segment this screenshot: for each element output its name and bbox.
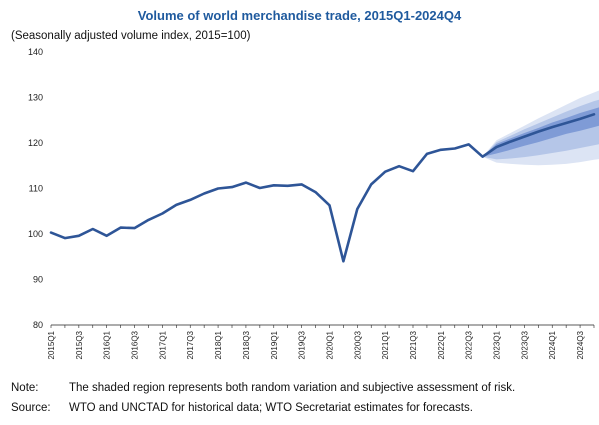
x-tick-label: 2016Q1	[103, 330, 112, 359]
line-chart: 80 90 100 110 120 130 140 2015Q1 2015Q3 2016Q1 201…	[28, 47, 599, 359]
source-label: Source:	[11, 402, 51, 414]
source-text: WTO and UNCTAD for historical data; WTO …	[69, 402, 473, 414]
note-text: The shaded region represents both random…	[69, 382, 516, 394]
x-tick-label: 2023Q3	[520, 330, 529, 359]
chart-title: Volume of world merchandise trade, 2015Q…	[137, 8, 462, 23]
x-tick-label: 2019Q1	[270, 330, 279, 359]
forecast-fan	[482, 90, 599, 166]
x-tick-label: 2017Q3	[186, 330, 195, 359]
y-tick-label: 90	[33, 275, 43, 285]
note-row: Note: The shaded region represents both …	[11, 378, 515, 398]
source-row: Source: WTO and UNCTAD for historical da…	[11, 398, 515, 418]
x-tick-label: 2015Q1	[47, 330, 56, 359]
y-tick-label: 80	[33, 320, 43, 330]
x-tick-label: 2021Q1	[381, 330, 390, 359]
x-tick-label: 2018Q1	[214, 330, 223, 359]
footnotes: Note: The shaded region represents both …	[11, 378, 515, 418]
x-tick-label: 2023Q1	[493, 330, 502, 359]
series-lines	[49, 113, 596, 263]
x-tick-label: 2024Q1	[548, 330, 557, 359]
axes: 80 90 100 110 120 130 140 2015Q1 2015Q3 2016Q1 201…	[28, 47, 595, 359]
x-tick-label: 2018Q3	[242, 330, 251, 359]
x-tick-label: 2022Q3	[465, 330, 474, 359]
x-tick-label: 2024Q3	[576, 330, 585, 359]
x-tick-label: 2015Q3	[75, 330, 84, 359]
x-tick-label: 2019Q3	[298, 330, 307, 359]
y-tick-label: 140	[28, 47, 43, 57]
x-tick-label: 2020Q1	[325, 330, 334, 359]
y-tick-label: 100	[28, 229, 43, 239]
chart-subtitle: (Seasonally adjusted volume index, 2015=…	[11, 30, 251, 42]
y-tick-label: 110	[29, 184, 43, 194]
x-tick-label: 2021Q3	[409, 330, 418, 359]
x-tick-label: 2022Q1	[437, 330, 446, 359]
series-line-1	[49, 113, 596, 263]
y-tick-label: 130	[28, 93, 43, 103]
y-tick-label: 120	[28, 138, 43, 148]
note-label: Note:	[11, 382, 39, 394]
x-tick-label: 2020Q3	[353, 330, 362, 359]
x-tick-label: 2017Q1	[158, 330, 167, 359]
x-tick-label: 2016Q3	[131, 330, 140, 359]
